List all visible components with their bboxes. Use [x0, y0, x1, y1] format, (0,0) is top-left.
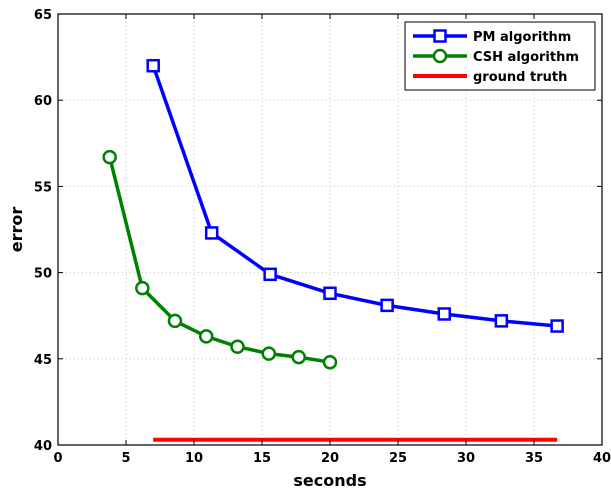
csh-algorithm-point: [102, 149, 117, 165]
x-tick-label: 40: [593, 451, 611, 466]
x-axis-title: seconds: [293, 471, 366, 488]
legend-entry-csh-algorithm: CSH algorithm: [413, 48, 579, 65]
series-layer: [102, 58, 564, 370]
legend-label: ground truth: [473, 70, 567, 85]
y-tick-label: 40: [34, 439, 52, 454]
legend-entry-ground-truth: ground truth: [413, 70, 567, 85]
csh-algorithm-point: [135, 280, 150, 296]
legend-entry-pm-algorithm: PM algorithm: [413, 29, 571, 45]
x-tick-label: 25: [389, 451, 407, 466]
x-tick-label: 35: [525, 451, 543, 466]
axis-ticks: 0 5 10 15 20 25 30 35 40 40 45 50 55 60 65: [34, 8, 611, 466]
x-tick-label: 0: [53, 451, 62, 466]
csh-algorithm-point: [322, 354, 338, 370]
csh-algorithm-point: [230, 339, 245, 354]
pm-algorithm-point: [323, 286, 337, 301]
pm-algorithm-point: [146, 58, 160, 73]
csh-algorithm-line: [108, 156, 331, 364]
y-tick-label: 55: [34, 180, 52, 195]
x-tick-label: 30: [457, 451, 475, 466]
pm-algorithm-point: [494, 314, 509, 328]
x-tick-label: 10: [185, 451, 203, 466]
y-axis-title: error: [7, 207, 26, 253]
legend-label: CSH algorithm: [473, 50, 579, 65]
legend-label: PM algorithm: [473, 30, 571, 45]
legend: PM algorithm CSH algorithm ground truth: [404, 21, 596, 91]
y-tick-label: 50: [34, 267, 52, 282]
pm-algorithm-line: [151, 65, 558, 328]
pm-algorithm-point: [437, 307, 451, 321]
x-tick-label: 15: [253, 451, 271, 466]
csh-algorithm-series: [102, 149, 338, 370]
y-tick-label: 60: [34, 94, 52, 109]
csh-algorithm-point: [167, 313, 183, 329]
y-tick-label: 45: [34, 353, 52, 368]
y-tick-label: 65: [34, 8, 52, 23]
csh-algorithm-point: [261, 346, 277, 361]
pm-algorithm-point: [204, 226, 219, 240]
pm-algorithm-series: [146, 58, 564, 333]
csh-algorithm-point: [198, 329, 214, 344]
x-tick-label: 20: [321, 451, 339, 466]
pm-algorithm-point: [380, 298, 394, 313]
legend-marker: [432, 48, 448, 64]
legend-marker: [433, 29, 447, 43]
pm-algorithm-point: [263, 267, 277, 282]
pm-algorithm-point: [550, 319, 564, 333]
x-tick-label: 5: [121, 451, 130, 466]
csh-algorithm-point: [291, 349, 306, 365]
